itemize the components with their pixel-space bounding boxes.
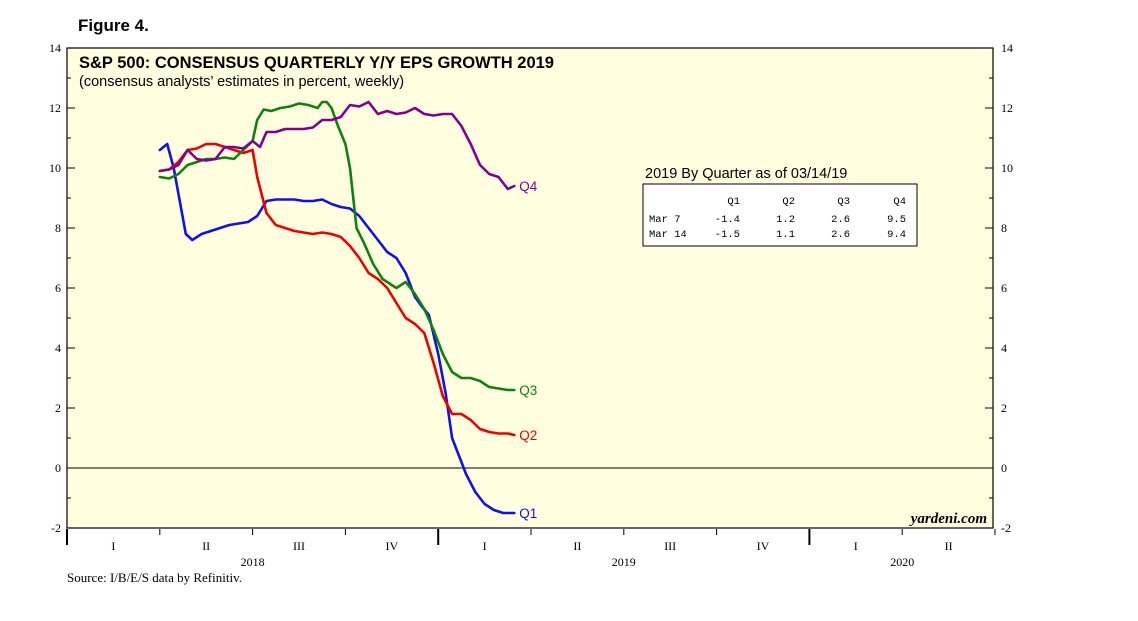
y-tick-label-right: 6: [1001, 281, 1007, 295]
watermark: yardeni.com: [909, 511, 987, 527]
x-year-label: 2020: [890, 555, 914, 569]
series-line-q4: [158, 100, 516, 191]
y-tick-label-right: 2: [1001, 401, 1007, 415]
table-header: Q4: [893, 196, 906, 208]
table-cell: 2.6: [831, 229, 850, 241]
series-line-q2: [158, 142, 516, 437]
chart-subtitle: (consensus analysts’ estimates in percen…: [79, 74, 404, 90]
x-quarter-label: III: [293, 539, 305, 553]
x-quarter-label: II: [945, 539, 953, 553]
x-quarter-label: II: [202, 539, 210, 553]
x-year-label: 2018: [241, 555, 265, 569]
series-label-q2: Q2: [519, 428, 537, 443]
x-year-label: 2019: [612, 555, 636, 569]
table-cell: -1.4: [715, 214, 740, 226]
table-title: 2019 By Quarter as of 03/14/19: [645, 166, 847, 182]
y-tick-label-left: 6: [55, 281, 61, 295]
y-tick-label-right: 8: [1001, 221, 1007, 235]
x-quarter-label: I: [483, 539, 487, 553]
y-tick-label-left: 0: [55, 461, 61, 475]
source-note: Source: I/B/E/S data by Refinitiv.: [67, 570, 242, 585]
y-tick-label-left: -2: [51, 521, 61, 535]
y-tick-label-left: 4: [55, 341, 61, 355]
data-table: 2019 By Quarter as of 03/14/19 Q1 Q2 Q3 Q4 M…: [642, 166, 918, 247]
y-tick-label-right: 12: [1001, 101, 1013, 115]
y-tick-label-right: 0: [1001, 461, 1007, 475]
table-cell: 1.1: [776, 229, 795, 241]
table-header: Q1: [727, 196, 740, 208]
table-cell: 9.4: [887, 229, 906, 241]
table-header: Q2: [782, 196, 795, 208]
table-box: [642, 183, 918, 247]
table-header: Q3: [837, 196, 850, 208]
x-quarter-label: III: [664, 539, 676, 553]
y-tick-label-right: 14: [1001, 41, 1013, 55]
series-line-q3: [158, 100, 516, 392]
table-cell: 9.5: [887, 214, 906, 226]
y-tick-label-left: 14: [49, 41, 61, 55]
series-label-q4: Q4: [519, 179, 538, 194]
y-tick-label-right: 4: [1001, 341, 1007, 355]
series-label-q1: Q1: [519, 506, 537, 521]
chart-title: S&P 500: CONSENSUS QUARTERLY Y/Y EPS GRO…: [79, 54, 554, 72]
x-quarter-label: II: [573, 539, 581, 553]
x-quarter-label: I: [854, 539, 858, 553]
y-tick-label-left: 2: [55, 401, 61, 415]
table-cell: 2.6: [831, 214, 850, 226]
series-label-q3: Q3: [519, 383, 537, 398]
plot-area: [66, 47, 994, 529]
table-cell: 1.2: [776, 214, 795, 226]
table-row-label: Mar 7: [649, 214, 681, 226]
y-tick-label-right: 10: [1001, 161, 1013, 175]
y-tick-label-right: -2: [1001, 521, 1011, 535]
x-quarter-label: IV: [757, 539, 770, 553]
table-row-label: Mar 14: [649, 229, 687, 241]
y-tick-label-left: 10: [49, 161, 61, 175]
x-quarter-label: IV: [385, 539, 398, 553]
figure-label: Figure 4.: [78, 16, 149, 35]
series-line-q1: [158, 142, 516, 515]
table-cell: -1.5: [715, 229, 740, 241]
x-quarter-label: I: [111, 539, 115, 553]
y-tick-label-left: 12: [49, 101, 61, 115]
y-tick-label-left: 8: [55, 221, 61, 235]
